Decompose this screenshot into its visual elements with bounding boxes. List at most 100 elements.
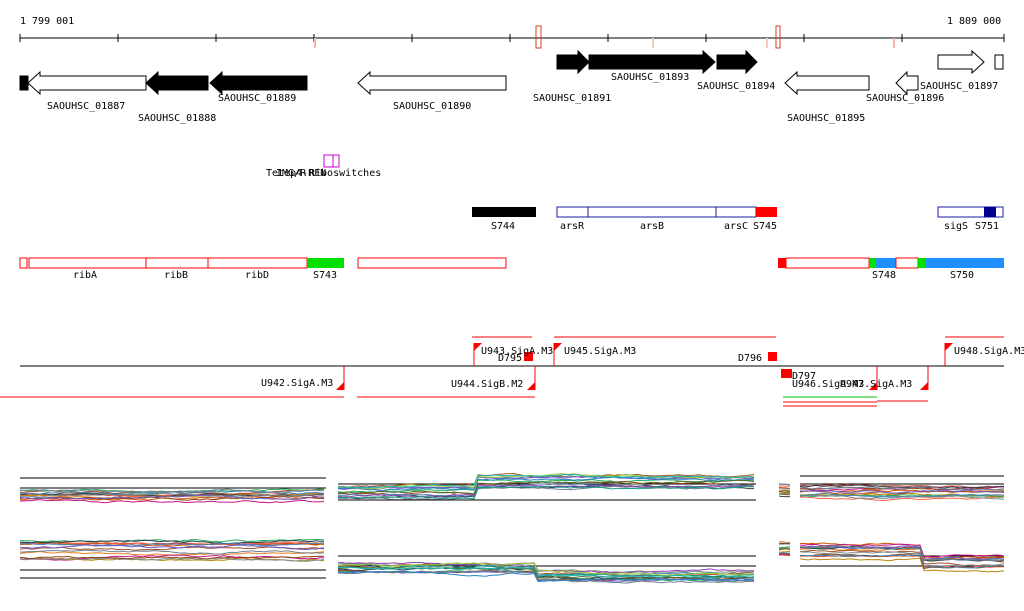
transcript-S748-green [869,258,876,268]
expression-profile [337,570,755,583]
transcript-S743[interactable] [307,258,344,268]
gene-SAOUHSC-01887[interactable]: SAOUHSC_01887 [27,70,147,112]
expression-profile [337,479,755,495]
gene-SAOUHSC-01891[interactable]: SAOUHSC_01891 [533,49,611,104]
promoter-label: U945.SigA.M3 [564,346,636,357]
operon-S744-bar[interactable] [472,207,536,217]
operon-label: arsB [640,221,664,232]
operon-label: S751 [975,221,999,232]
gene-label: SAOUHSC_01896 [866,93,944,104]
operon-S751-bar[interactable] [984,207,996,217]
promoter-label: U947.SigA.M3 [840,379,912,390]
transcript-track: ribA ribB ribD S743 S748 S750 [19,257,1004,281]
minus-strand-lines [0,366,929,407]
transcript-S748[interactable] [876,258,896,268]
gene-label: SAOUHSC_01887 [47,101,125,112]
transcript-label: S743 [313,270,337,281]
promoter-label: U942.SigA.M3 [261,378,333,389]
gene-label: SAOUHSC_01897 [920,81,998,92]
transcript-ribB[interactable] [145,257,209,269]
promoter-label: U943.SigA.M3 [481,346,553,357]
expression-profile [19,492,325,498]
terminator-label: D796 [738,353,762,364]
terminator-blocks [524,352,792,378]
operon-arsR-bar[interactable] [556,206,589,218]
gene-track: SAOUHSC_01887 SAOUHSC_01888 SAOUHSC_0188… [19,49,1004,124]
expression-profile [799,551,1005,567]
expression-profile [19,555,325,560]
operon-arsC-bar[interactable] [715,206,757,218]
gene-SAOUHSC-01888[interactable]: SAOUHSC_01888 [138,70,216,124]
riboswitch-box-inner [332,154,340,168]
gene-SAOUHSC-01893[interactable]: SAOUHSC_01893 [588,49,716,83]
riboswitch-label-b: Riboswitches [309,168,381,179]
operon-S745-bar[interactable] [756,207,777,217]
transcript-label: S750 [950,270,974,281]
expression-profile [337,473,755,489]
expression-gaps [326,466,798,590]
expression-profile [20,539,325,545]
expression-profile [337,485,755,500]
transcript-label: ribB [164,270,188,281]
gene-SAOUHSC-01896[interactable]: SAOUHSC_01896 [866,70,944,104]
transcript-label: ribA [73,270,97,281]
expression-profile [800,554,1005,569]
expression-profile [800,489,1005,494]
riboswitch-label-c: IMG/R [276,168,307,179]
operon-arsB-bar[interactable] [587,206,717,218]
transcript-ribA[interactable] [28,257,147,269]
transcript-S750-green [918,258,926,268]
expression-profile [337,566,755,579]
transcript-S750-body[interactable] [895,257,919,269]
expression-profile [799,496,1005,502]
expression-profile [20,549,325,555]
gene-label: SAOUHSC_01893 [611,72,689,83]
operon-label: S744 [491,221,515,232]
promoter-label: U948.SigA.M3 [954,346,1024,357]
transcript-ribD[interactable] [207,257,308,269]
operon-sigS-bar[interactable] [937,206,1004,218]
terminator-label: D795 [498,353,522,364]
gene-label: SAOUHSC_01890 [393,101,471,112]
gene-label: SAOUHSC_01891 [533,93,611,104]
expression-profile [19,488,325,494]
transcript-S748-body[interactable] [785,257,870,269]
gene-SAOUHSC-01894[interactable]: SAOUHSC_01894 [697,49,775,92]
promoter-flags [336,343,953,390]
expression-profile [337,476,755,490]
gene-label: SAOUHSC_01894 [697,81,775,92]
promoter-track: U942.SigA.M3 U943.SigA.M3 D795 U944.SigB… [0,336,1024,407]
expression-profile [337,476,755,492]
expression-profile [799,486,1005,491]
operon-label: sigS [944,221,968,232]
gene-label: SAOUHSC_01889 [218,93,296,104]
expression-profile [799,545,1005,560]
expression-profile [799,484,1004,489]
gene-fragment-right[interactable] [994,54,1004,70]
transcript-unlabeled[interactable] [357,257,507,269]
gene-SAOUHSC-01889[interactable]: SAOUHSC_01889 [209,70,308,104]
ruler-markers [314,25,895,49]
expression-profile [799,553,1005,569]
gene-SAOUHSC-01890[interactable]: SAOUHSC_01890 [357,70,507,112]
operon-label: arsR [560,221,585,232]
transcript-S748-start[interactable] [778,258,786,268]
expression-profile [337,485,755,500]
transcript-fragment[interactable] [19,257,28,269]
gene-SAOUHSC-01897[interactable]: SAOUHSC_01897 [920,49,998,92]
expression-profile [337,473,755,490]
expression-profile [337,562,755,577]
transcript-label: S748 [872,270,896,281]
gene-fragment-left[interactable] [19,75,29,91]
operon-label: arsC [724,221,748,232]
gene-SAOUHSC-01895[interactable]: SAOUHSC_01895 [784,70,870,124]
expression-profile [20,499,325,504]
gene-label: SAOUHSC_01888 [138,113,216,124]
expression-profile [799,545,1005,562]
transcript-S750[interactable] [926,258,1004,268]
expression-profile [799,492,1005,498]
terminator-label: D797 [792,371,816,382]
expression-profile [19,544,325,551]
promoter-label: U946.SigA.M3 [792,379,864,390]
